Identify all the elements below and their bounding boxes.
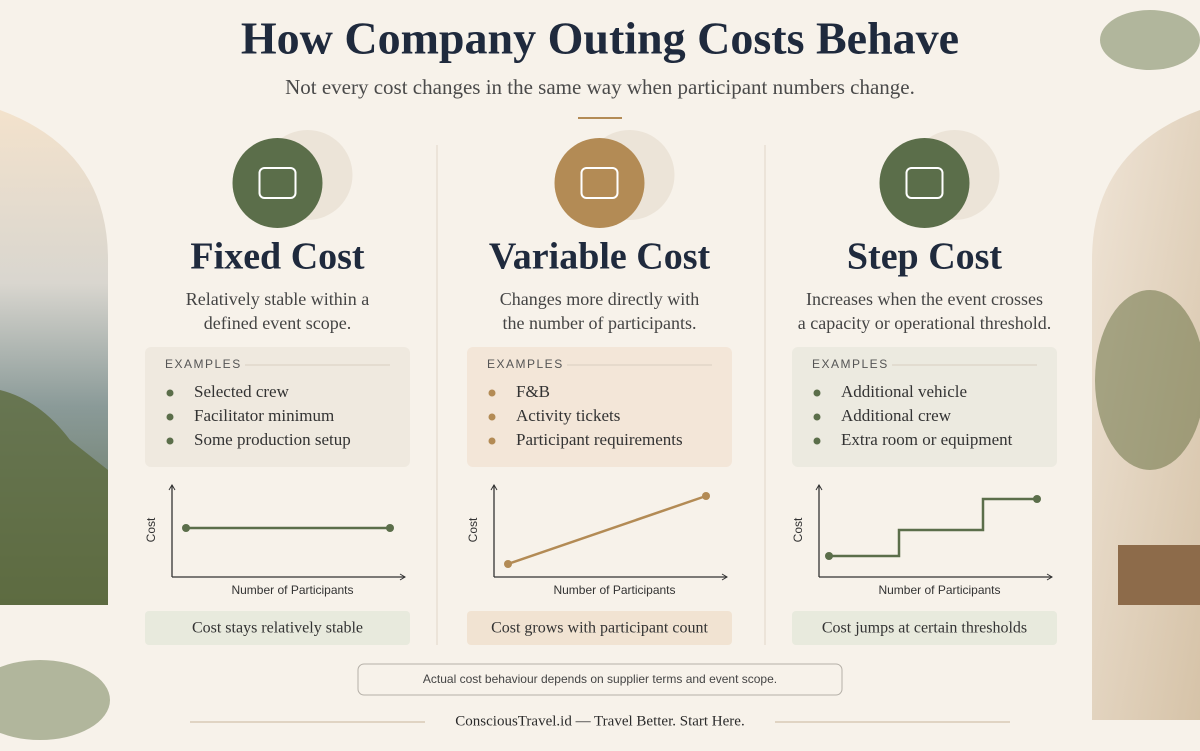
description: Changes more directly with (500, 289, 699, 309)
trend-line (507, 494, 707, 566)
top-leaves (1100, 10, 1200, 70)
y-label: Cost (144, 517, 158, 542)
trend-dot (825, 552, 833, 560)
examples-box (792, 347, 1057, 467)
title: How Company Outing Costs Behave (241, 13, 959, 64)
icon (258, 167, 297, 199)
caption: Cost grows with participant count (491, 620, 708, 637)
bullet (488, 437, 496, 445)
trend-dot (702, 492, 710, 500)
example: F&B (516, 382, 550, 401)
bullet (813, 413, 821, 421)
example: Some production setup (194, 430, 351, 449)
bullet (166, 389, 174, 397)
trend-dot (1033, 495, 1041, 503)
bottom-leaves (0, 660, 110, 740)
example: Extra room or equipment (841, 430, 1013, 449)
bullet (488, 413, 496, 421)
right-plant (1095, 290, 1200, 470)
description: defined event scope. (204, 313, 351, 333)
caption-box (792, 611, 1057, 645)
x-label: Number of Participants (231, 583, 353, 597)
bullet (813, 437, 821, 445)
y-label: Cost (466, 517, 480, 542)
example: Additional crew (841, 406, 952, 425)
left-hills (0, 390, 108, 605)
icon-circle (232, 138, 323, 228)
examples-label: EXAMPLES (487, 357, 564, 371)
column-title: Step Cost (847, 236, 1003, 278)
arrow (1046, 573, 1053, 581)
example: Additional vehicle (841, 382, 967, 401)
arrow (721, 573, 728, 581)
right-bench (1118, 545, 1200, 605)
example: Selected crew (194, 382, 290, 401)
examples-box (145, 347, 410, 467)
subtitle: Not every cost changes in the same way w… (285, 75, 915, 99)
x-label: Number of Participants (553, 583, 675, 597)
arrow (490, 484, 498, 491)
column-title: Fixed Cost (190, 236, 365, 278)
examples-label: EXAMPLES (812, 357, 889, 371)
arrow (399, 573, 406, 581)
bullet (488, 389, 496, 397)
example: Participant requirements (516, 430, 683, 449)
icon (580, 167, 619, 199)
description: the number of participants. (503, 313, 697, 333)
example: Activity tickets (516, 406, 620, 425)
description: Relatively stable within a (186, 289, 369, 309)
caption: Cost stays relatively stable (192, 620, 363, 637)
note-box (357, 663, 843, 696)
caption-box (467, 611, 732, 645)
arrow (815, 484, 823, 491)
y-label: Cost (791, 517, 805, 542)
icon (905, 167, 944, 199)
column-title: Variable Cost (489, 236, 711, 278)
bullet (166, 437, 174, 445)
bullet (813, 389, 821, 397)
footer: ConsciousTravel.id — Travel Better. Star… (455, 713, 744, 729)
icon-circle (879, 138, 970, 228)
example: Facilitator minimum (194, 406, 334, 425)
note: Actual cost behaviour depends on supplie… (423, 672, 777, 686)
examples-label: EXAMPLES (165, 357, 242, 371)
trend-dot (504, 560, 512, 568)
trend-line (829, 497, 1037, 558)
description: a capacity or operational threshold. (798, 313, 1051, 333)
arrow (168, 484, 176, 491)
description: Increases when the event crosses (806, 289, 1043, 309)
caption: Cost jumps at certain thresholds (822, 620, 1027, 637)
bullet (166, 413, 174, 421)
trend-dot (386, 524, 394, 532)
x-label: Number of Participants (878, 583, 1000, 597)
examples-box (467, 347, 732, 467)
caption-box (145, 611, 410, 645)
icon-circle (554, 138, 645, 228)
trend-dot (182, 524, 190, 532)
